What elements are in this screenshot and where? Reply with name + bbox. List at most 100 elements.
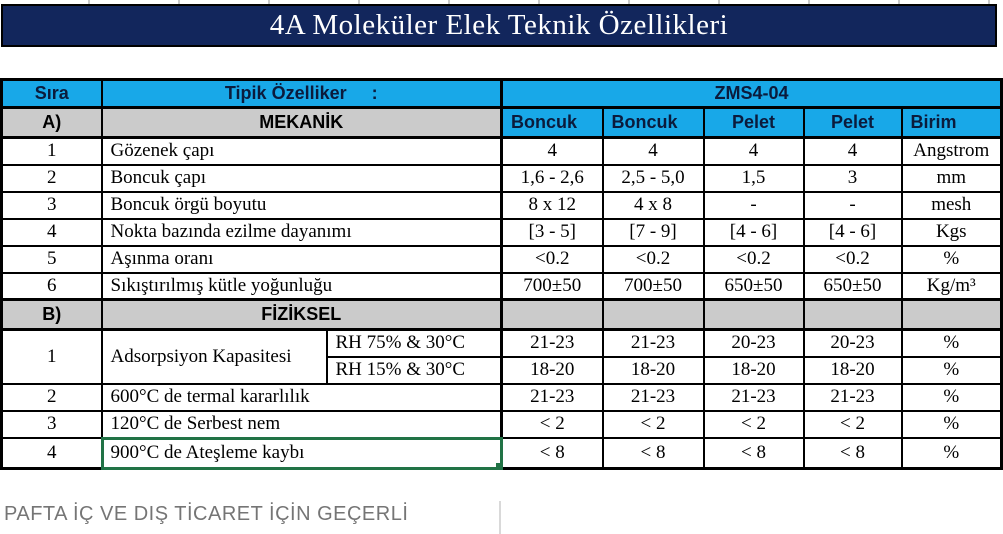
value-cell[interactable]: [7 - 9] (601, 217, 705, 247)
property-label-cell[interactable]: 600°C de termal kararlılık (100, 382, 503, 412)
column-header-cell[interactable]: Boncuk (500, 106, 604, 139)
value-cell[interactable]: 18-20 (802, 355, 903, 385)
value-cell[interactable]: < 2 (702, 409, 805, 439)
spec-row: 4 900°C de Ateşleme kaybı < 8 < 8 < 8 < … (0, 436, 1003, 470)
value-cell[interactable]: 18-20 (702, 355, 805, 385)
row-number-cell[interactable]: 5 (0, 244, 103, 274)
value-cell[interactable]: [3 - 5] (500, 217, 604, 247)
unit-cell[interactable]: % (900, 328, 1003, 358)
value-cell[interactable]: <0.2 (500, 244, 604, 274)
empty-section-cell[interactable] (900, 298, 1003, 331)
header-properties-cell[interactable]: Tipik Özelliker : (100, 78, 503, 109)
property-label-cell[interactable]: 120°C de Serbest nem (100, 409, 503, 439)
unit-cell[interactable]: % (900, 244, 1003, 274)
unit-cell[interactable]: mesh (900, 190, 1003, 220)
value-cell[interactable]: < 8 (802, 436, 903, 470)
value-cell[interactable]: 4 (601, 136, 705, 166)
row-number-cell[interactable]: 6 (0, 271, 103, 301)
row-number-cell[interactable]: 3 (0, 190, 103, 220)
row-number-cell[interactable]: 1 (0, 328, 103, 385)
unit-cell[interactable]: Kg/m³ (900, 271, 1003, 301)
value-cell[interactable]: 20-23 (802, 328, 903, 358)
property-label-cell[interactable]: Boncuk çapı (100, 163, 503, 193)
selection-fill-handle[interactable] (495, 462, 499, 467)
column-header-cell[interactable]: Pelet (702, 106, 805, 139)
value-cell[interactable]: 18-20 (601, 355, 705, 385)
value-cell[interactable]: 700±50 (500, 271, 604, 301)
value-cell[interactable]: < 8 (500, 436, 604, 470)
value-cell[interactable]: 21-23 (802, 382, 903, 412)
property-label-cell[interactable]: Aşınma oranı (100, 244, 503, 274)
row-number-cell[interactable]: 4 (0, 436, 103, 470)
value-cell[interactable]: < 8 (601, 436, 705, 470)
value-cell[interactable]: - (702, 190, 805, 220)
value-cell[interactable]: 1,5 (702, 163, 805, 193)
property-label-cell[interactable]: Boncuk örgü boyutu (100, 190, 503, 220)
value-cell[interactable]: 3 (802, 163, 903, 193)
row-number-cell[interactable]: 1 (0, 136, 103, 166)
value-cell[interactable]: < 8 (702, 436, 805, 470)
value-cell[interactable]: - (802, 190, 903, 220)
header-sira-cell[interactable]: Sıra (0, 78, 103, 109)
value-cell[interactable]: <0.2 (802, 244, 903, 274)
empty-section-cell[interactable] (702, 298, 805, 331)
section-title-cell[interactable]: FİZİKSEL (100, 298, 503, 331)
condition-cell[interactable]: RH 15% & 30°C (325, 355, 503, 385)
section-letter-cell[interactable]: B) (0, 298, 103, 331)
row-number-cell[interactable]: 2 (0, 382, 103, 412)
value-cell[interactable]: 21-23 (500, 328, 604, 358)
header-product-code-cell[interactable]: ZMS4-04 (500, 78, 1003, 109)
value-cell[interactable]: 21-23 (601, 382, 705, 412)
value-cell[interactable]: [4 - 6] (702, 217, 805, 247)
value-cell[interactable]: 21-23 (601, 328, 705, 358)
property-label-cell[interactable]: Gözenek çapı (100, 136, 503, 166)
column-header-cell[interactable]: Pelet (802, 106, 903, 139)
column-header-cell[interactable]: Birim (900, 106, 1003, 139)
section-b-row: B) FİZİKSEL (0, 298, 1003, 331)
condition-cell[interactable]: RH 75% & 30°C (325, 328, 503, 358)
title-banner-cell[interactable]: 4A Moleküler Elek Teknik Özellikleri (1, 4, 997, 47)
value-cell[interactable]: 4 x 8 (601, 190, 705, 220)
row-number-cell[interactable]: 4 (0, 217, 103, 247)
property-label-cell[interactable]: Sıkıştırılmış kütle yoğunluğu (100, 271, 503, 301)
value-cell[interactable]: 8 x 12 (500, 190, 604, 220)
value-cell[interactable]: 21-23 (702, 382, 805, 412)
unit-cell[interactable]: % (900, 355, 1003, 385)
value-cell[interactable]: <0.2 (702, 244, 805, 274)
value-cell[interactable]: 18-20 (500, 355, 604, 385)
value-cell[interactable]: 4 (500, 136, 604, 166)
value-cell[interactable]: 4 (802, 136, 903, 166)
empty-section-cell[interactable] (601, 298, 705, 331)
value-cell[interactable]: 20-23 (702, 328, 805, 358)
property-label-cell[interactable]: Adsorpsiyon Kapasitesi (100, 328, 328, 385)
row-number-cell[interactable]: 3 (0, 409, 103, 439)
unit-cell[interactable]: % (900, 409, 1003, 439)
value-cell[interactable]: 1,6 - 2,6 (500, 163, 604, 193)
selected-cell[interactable]: 900°C de Ateşleme kaybı (100, 436, 503, 470)
unit-cell[interactable]: Angstrom (900, 136, 1003, 166)
row-number-cell[interactable]: 2 (0, 163, 103, 193)
value-cell[interactable]: [4 - 6] (802, 217, 903, 247)
value-cell[interactable]: 650±50 (802, 271, 903, 301)
unit-cell[interactable]: % (900, 382, 1003, 412)
value-cell[interactable]: 700±50 (601, 271, 705, 301)
empty-section-cell[interactable] (802, 298, 903, 331)
column-header-cell[interactable]: Boncuk (601, 106, 705, 139)
section-letter-cell[interactable]: A) (0, 106, 103, 139)
value-cell[interactable]: <0.2 (601, 244, 705, 274)
value-cell[interactable]: 4 (702, 136, 805, 166)
value-cell[interactable]: < 2 (500, 409, 604, 439)
value-cell[interactable]: < 2 (802, 409, 903, 439)
value-cell[interactable]: 21-23 (500, 382, 604, 412)
spec-row: 1 Adsorpsiyon Kapasitesi RH 75% & 30°C 2… (0, 328, 1003, 385)
property-label-cell[interactable]: Nokta bazında ezilme dayanımı (100, 217, 503, 247)
value-cell[interactable]: < 2 (601, 409, 705, 439)
empty-section-cell[interactable] (500, 298, 604, 331)
unit-cell[interactable]: % (900, 436, 1003, 470)
unit-cell[interactable]: Kgs (900, 217, 1003, 247)
footer-note-cell[interactable]: PAFTA İÇ VE DIŞ TİCARET İÇİN GEÇERLİ (4, 503, 409, 525)
section-title-cell[interactable]: MEKANİK (100, 106, 503, 139)
value-cell[interactable]: 650±50 (702, 271, 805, 301)
value-cell[interactable]: 2,5 - 5,0 (601, 163, 705, 193)
unit-cell[interactable]: mm (900, 163, 1003, 193)
